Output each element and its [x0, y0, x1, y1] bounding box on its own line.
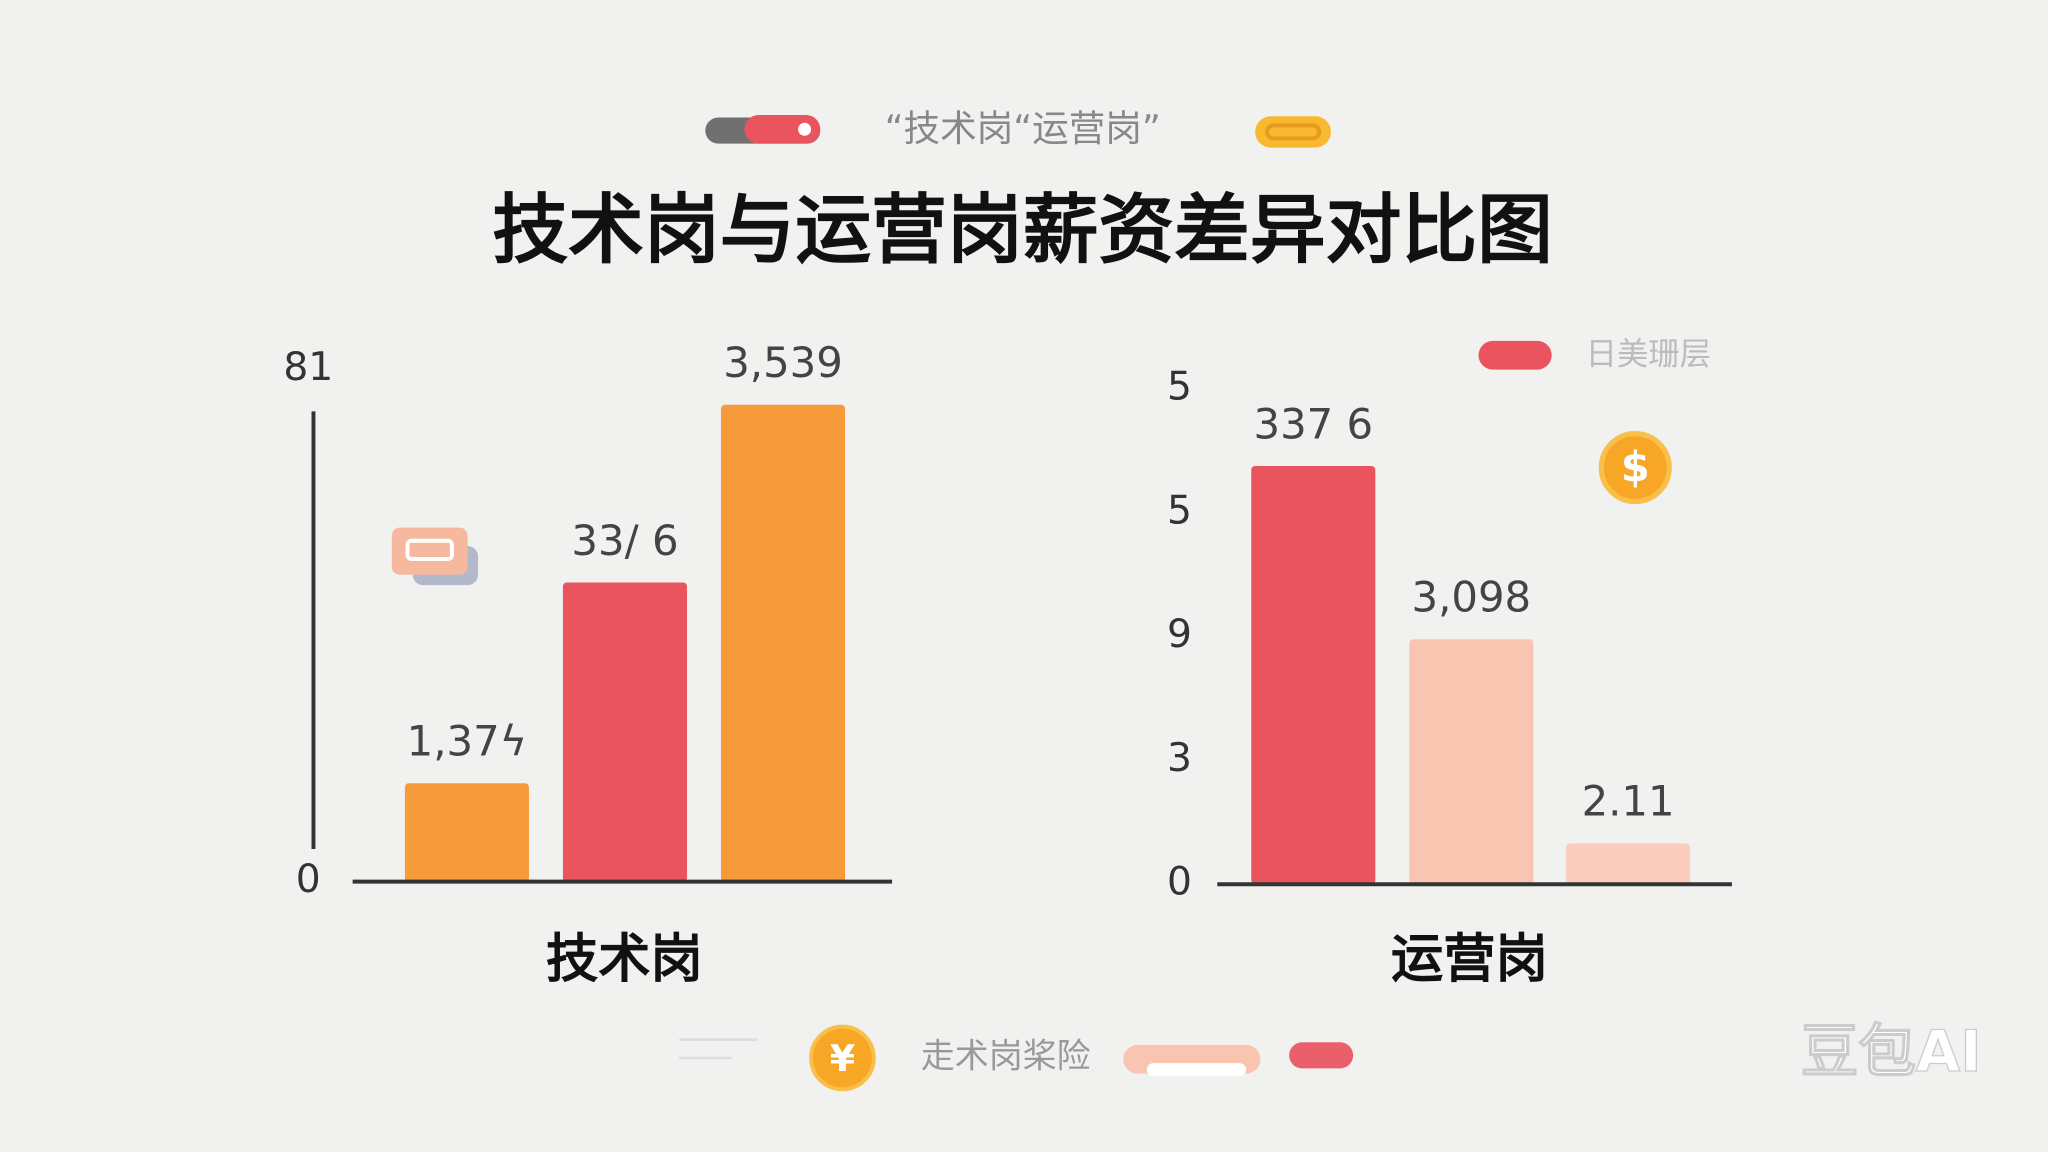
- coin-icon: [1598, 431, 1672, 505]
- coin-symbol: ¥: [830, 1037, 856, 1080]
- top-legend: “技术岗“运营岗”: [885, 107, 1161, 150]
- value-label: 2.11: [1582, 777, 1675, 826]
- y-tick-label: 5: [1167, 365, 1192, 410]
- y-tick-label: 0: [296, 857, 321, 902]
- legend-pill: [744, 114, 821, 144]
- watermark: 豆包AI: [1801, 1018, 1982, 1085]
- coin-icon: [809, 1024, 876, 1092]
- y-tick-label: 5: [1167, 488, 1192, 533]
- x-axis-label: 运营岗: [1391, 930, 1548, 990]
- value-label: 337 6: [1253, 399, 1373, 448]
- chart-title: 技术岗与运营岗薪资差异对比图: [492, 186, 1553, 274]
- value-label: 1,37ϟ: [407, 717, 528, 766]
- value-label: 33/ 6: [571, 516, 678, 565]
- bar: [1409, 639, 1534, 885]
- icon: [391, 527, 468, 575]
- icon: [405, 538, 454, 561]
- y-tick-label: 0: [1167, 860, 1192, 905]
- x-axis-label: 技术岗: [546, 930, 703, 990]
- legend-swatch: [1478, 340, 1552, 370]
- legend-dot: [798, 122, 812, 136]
- value-label: 3,539: [723, 338, 843, 387]
- bottom-legend: 走术岗桨险: [921, 1036, 1091, 1076]
- legend-pill: [1289, 1042, 1354, 1069]
- bar: [1251, 465, 1376, 885]
- bar: [720, 404, 846, 882]
- legend-pill: [1264, 123, 1322, 141]
- y-tick-label: 3: [1167, 736, 1192, 781]
- y-tick-label: 9: [1167, 612, 1192, 657]
- legend-pill: [1146, 1063, 1247, 1077]
- bar: [1566, 843, 1691, 885]
- value-label: 3,098: [1412, 573, 1532, 622]
- coin-symbol: $: [1621, 443, 1650, 492]
- bar: [404, 783, 529, 882]
- y-tick-label: 81: [283, 345, 333, 390]
- legend-label: 日美珊层: [1586, 336, 1711, 372]
- bar: [562, 582, 688, 882]
